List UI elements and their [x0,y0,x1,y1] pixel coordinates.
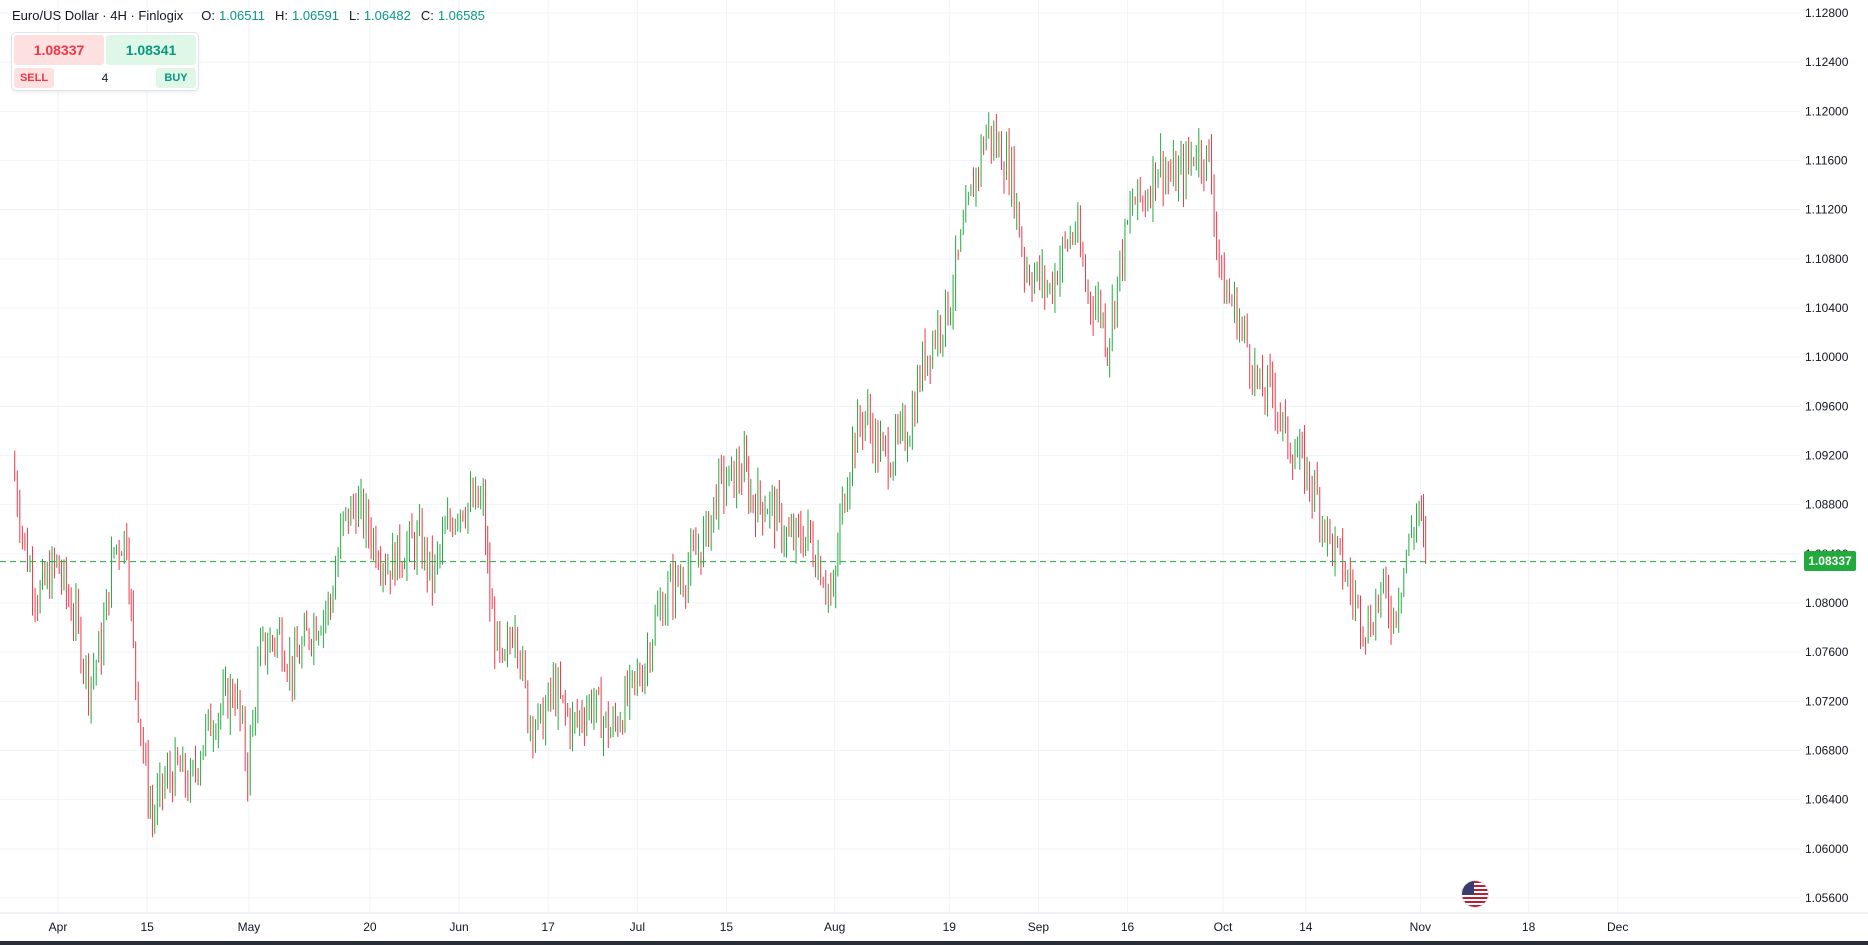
y-tick-label: 1.09600 [1805,399,1849,413]
y-tick-label: 1.05600 [1805,891,1849,905]
symbol-title[interactable]: Euro/US Dollar · 4H · Finlogix [12,7,184,23]
x-tick-label: 15 [720,920,734,934]
y-tick-label: 1.08000 [1805,596,1849,610]
x-tick-label: Jun [449,920,468,934]
open-label: O: [201,7,215,23]
sell-price-button[interactable]: 1.08337 [14,35,104,65]
x-tick-label: 17 [542,920,556,934]
y-tick-label: 1.10800 [1805,252,1849,266]
grid [0,0,1800,913]
high-value: 1.06591 [291,7,339,23]
y-tick-label: 1.10000 [1805,350,1849,364]
y-tick-label: 1.06000 [1805,842,1849,856]
x-tick-label: 18 [1522,920,1536,934]
last-price-tag: 1.08337 [1804,551,1856,571]
y-tick-label: 1.07200 [1805,694,1849,708]
x-tick-label: Sep [1028,920,1050,934]
x-tick-label: Aug [824,920,845,934]
y-tick-label: 1.11200 [1805,203,1848,217]
symbol-legend: Euro/US Dollar · 4H · Finlogix O: 1.0651… [12,6,485,24]
trade-widget: 1.08337 1.08341 SELL 4 BUY [12,33,198,90]
sell-button[interactable]: SELL [14,68,54,88]
y-tick-label: 1.12000 [1805,104,1849,118]
low-value: 1.06482 [363,7,411,23]
close-value: 1.06585 [437,7,485,23]
y-tick-label: 1.06400 [1805,793,1849,807]
y-tick-label: 1.07600 [1805,645,1849,659]
x-tick-label: Jul [630,920,645,934]
y-tick-label: 1.11600 [1805,154,1848,168]
us-flag-icon[interactable] [1461,880,1489,908]
x-tick-label: 20 [363,920,377,934]
x-tick-label: 16 [1121,920,1135,934]
high-label: H: [274,7,288,23]
quantity-input[interactable]: 4 [101,71,109,85]
y-tick-label: 1.12800 [1805,6,1849,20]
x-tick-label: Apr [49,920,68,934]
x-tick-label: Dec [1607,920,1628,934]
buy-price-button[interactable]: 1.08341 [106,35,196,65]
candles [14,112,1427,838]
x-tick-label: May [238,920,261,934]
x-tick-label: 15 [140,920,154,934]
y-tick-label: 1.10400 [1805,301,1849,315]
axes: 1.12800 1.12400 1.12000 1.11600 1.11200 1.108… [0,6,1868,934]
buy-button[interactable]: BUY [156,68,196,88]
x-tick-label: 14 [1299,920,1313,934]
open-value: 1.06511 [218,7,265,23]
x-tick-label: Nov [1410,920,1431,934]
low-label: L: [348,7,360,23]
close-label: C: [420,7,434,23]
bottom-toolbar-edge [0,941,1868,945]
y-tick-label: 1.08800 [1805,498,1849,512]
y-tick-label: 1.09200 [1805,449,1849,463]
y-tick-label: 1.06800 [1805,744,1849,758]
x-tick-label: 19 [943,920,957,934]
x-tick-label: Oct [1214,920,1233,934]
y-tick-label: 1.12400 [1805,55,1849,69]
